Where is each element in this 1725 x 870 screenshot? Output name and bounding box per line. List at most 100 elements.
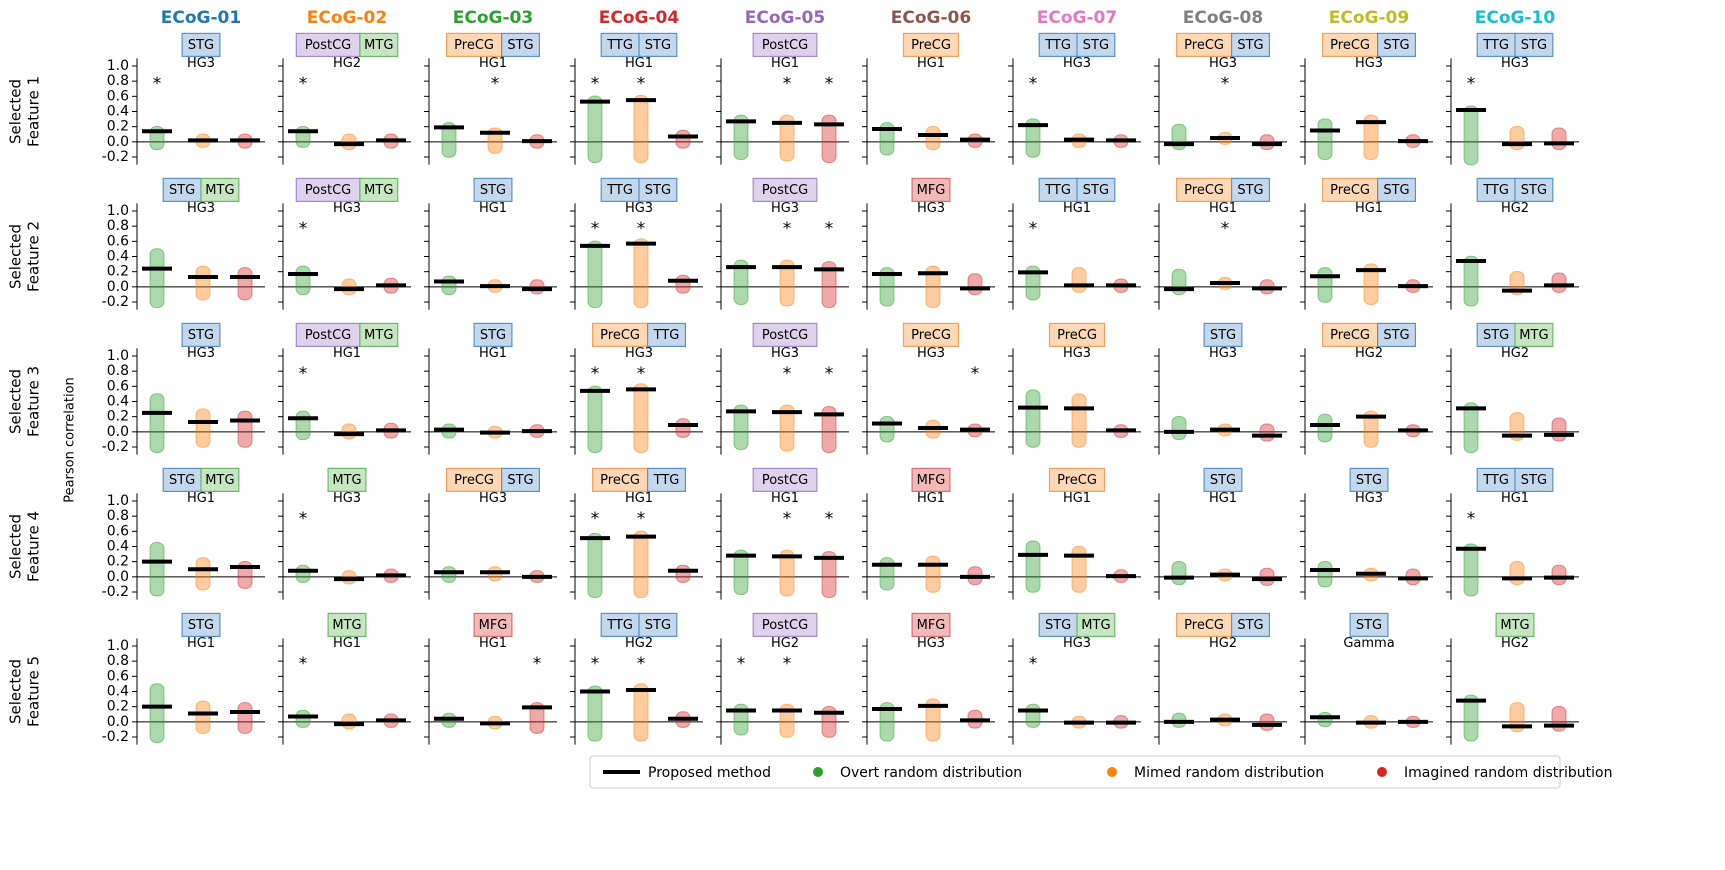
distribution-strip: [195, 557, 211, 591]
band-label: HG1: [625, 491, 653, 506]
region-label: STG: [1521, 183, 1547, 198]
legend-swatch: [813, 767, 823, 777]
distribution-strip: [1317, 560, 1333, 588]
band-label: HG1: [479, 56, 507, 71]
significance-star: *: [783, 74, 792, 94]
distribution-strip: [733, 259, 749, 305]
band-label: HG3: [187, 201, 215, 216]
region-tag: [646, 322, 686, 347]
y-tick-label: 0.8: [107, 73, 129, 89]
distribution-strip: [587, 532, 603, 599]
distribution-strip: [441, 566, 457, 583]
region-label: MTG: [205, 473, 234, 488]
region-label: STG: [1210, 473, 1236, 488]
band-label: HG1: [917, 56, 945, 71]
y-tick-label: 0.0: [107, 714, 129, 730]
region-label: PreCG: [1057, 473, 1097, 488]
distribution-strip: [1071, 393, 1087, 448]
region-tag: [501, 32, 541, 58]
distribution-strip: [149, 683, 165, 744]
distribution-strip: [587, 385, 603, 454]
region-label: PreCG: [911, 38, 951, 53]
band-label: HG1: [333, 346, 361, 361]
distribution-strip: [529, 702, 545, 734]
region-tag: [200, 177, 240, 202]
y-tick-label: 0.2: [107, 409, 129, 425]
row-label: Feature 1: [25, 76, 43, 147]
y-tick-label: 0.2: [107, 119, 129, 135]
distribution-strip: [1317, 118, 1333, 160]
band-label: HG1: [771, 56, 799, 71]
region-label: TTG: [653, 328, 680, 343]
column-title: ECoG-06: [891, 8, 971, 28]
distribution-strip: [1463, 105, 1479, 166]
band-label: HG1: [917, 491, 945, 506]
row-label: Feature 3: [25, 366, 43, 437]
region-tag: [501, 467, 541, 492]
region-label: PreCG: [1184, 618, 1224, 633]
band-label: HG3: [1063, 346, 1091, 361]
region-label: PostCG: [762, 328, 808, 343]
region-tag: [1514, 177, 1554, 202]
distribution-strip: [1551, 417, 1567, 442]
region-tag: [1230, 177, 1270, 202]
region-label: PostCG: [305, 183, 351, 198]
region-label: PreCG: [911, 328, 951, 343]
band-label: HG3: [479, 491, 507, 506]
region-tag: [638, 32, 678, 58]
region-tag: [181, 612, 221, 638]
significance-star: *: [1221, 74, 1230, 94]
band-label: HG1: [1355, 201, 1383, 216]
significance-star: *: [825, 509, 834, 529]
distribution-strip: [967, 273, 983, 296]
region-label: STG: [1521, 473, 1547, 488]
band-label: HG1: [333, 636, 361, 651]
band-label: HG2: [1501, 346, 1529, 361]
y-tick-label: 0.8: [107, 653, 129, 669]
band-label: HG3: [1209, 346, 1237, 361]
region-label: STG: [1083, 183, 1109, 198]
region-tag: [1230, 612, 1270, 638]
y-tick-label: 0.2: [107, 264, 129, 280]
y-axis-label: Pearson correlation: [63, 377, 78, 503]
region-label: TTG: [1482, 473, 1509, 488]
region-tag: [359, 177, 399, 202]
region-label: MTG: [332, 618, 361, 633]
significance-star: *: [637, 74, 646, 94]
distribution-strip: [925, 698, 941, 742]
band-label: HG1: [771, 491, 799, 506]
region-label: MFG: [917, 618, 946, 633]
legend-box: [589, 755, 1561, 789]
region-label: STG: [1083, 38, 1109, 53]
band-label: HG2: [1355, 346, 1383, 361]
significance-star: *: [1029, 219, 1038, 239]
y-tick-label: 1.0: [107, 493, 129, 509]
region-label: STG: [188, 38, 214, 53]
band-label: HG2: [1501, 636, 1529, 651]
band-label: HG3: [771, 346, 799, 361]
band-label: HG1: [187, 636, 215, 651]
y-tick-label: 0.8: [107, 363, 129, 379]
distribution-strip: [149, 393, 165, 454]
region-label: STG: [1356, 473, 1382, 488]
region-tag: [1048, 467, 1106, 492]
region-label: STG: [1383, 38, 1409, 53]
distribution-strip: [821, 261, 837, 309]
distribution-strip: [1317, 267, 1333, 303]
significance-star: *: [299, 509, 308, 529]
region-tag: [1495, 612, 1535, 638]
significance-star: *: [637, 509, 646, 529]
region-tag: [1048, 322, 1106, 347]
distribution-strip: [341, 133, 357, 151]
distribution-strip: [1463, 694, 1479, 742]
distribution-strip: [633, 383, 649, 454]
distribution-strip: [341, 423, 357, 440]
distribution-strip: [295, 265, 311, 296]
significance-star: *: [299, 219, 308, 239]
region-label: TTG: [1482, 38, 1509, 53]
significance-star: *: [591, 654, 600, 674]
band-label: HG3: [187, 56, 215, 71]
region-tag: [752, 322, 818, 347]
legend-label: Proposed method: [648, 765, 771, 781]
